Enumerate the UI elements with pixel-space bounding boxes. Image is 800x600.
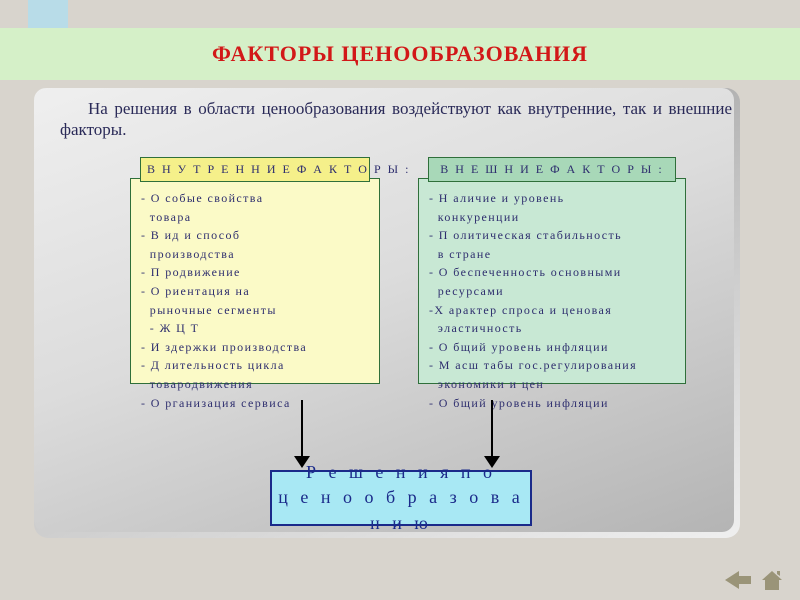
panel-internal-header: В Н У Т Р Е Н Н И Е Ф А К Т О Р Ы : [140, 157, 370, 182]
list-item: конкуренции [429, 208, 675, 227]
list-item: - М асш табы гос.регулирования [429, 356, 675, 375]
list-item: - Д лительность цикла [141, 356, 369, 375]
list-item: - П олитическая стабильность [429, 226, 675, 245]
list-item: - О риентация на [141, 282, 369, 301]
result-line-2: ц е н о о б р а з о в а н и ю [272, 485, 530, 535]
list-item: - О бщий уровень инфляции [429, 394, 675, 413]
list-item: экономики и цен [429, 375, 675, 394]
list-item: ресурсами [429, 282, 675, 301]
list-item: товара [141, 208, 369, 227]
panel-external-factors: В Н Е Ш Н И Е Ф А К Т О Р Ы : - Н аличие… [418, 178, 686, 384]
home-icon [759, 568, 785, 592]
arrow-left-icon [725, 569, 751, 591]
panel-external-body: - Н аличие и уровень конкуренции- П олит… [419, 179, 685, 420]
list-item: товародвижения [141, 375, 369, 394]
panel-internal-factors: В Н У Т Р Е Н Н И Е Ф А К Т О Р Ы : - О … [130, 178, 380, 384]
list-item: - П родвижение [141, 263, 369, 282]
panel-internal-body: - О собые свойства товара- В ид и способ… [131, 179, 379, 420]
list-item: -Х арактер спроса и ценовая [429, 301, 675, 320]
nav-back-button[interactable] [724, 568, 752, 592]
list-item: в стране [429, 245, 675, 264]
list-item: - О собые свойства [141, 189, 369, 208]
title-band: ФАКТОРЫ ЦЕНООБРАЗОВАНИЯ [0, 28, 800, 80]
panel-external-header: В Н Е Ш Н И Е Ф А К Т О Р Ы : [428, 157, 676, 182]
list-item: - Н аличие и уровень [429, 189, 675, 208]
list-item: - О бщий уровень инфляции [429, 338, 675, 357]
result-line-1: Р е ш е н и я п о [306, 460, 496, 485]
top-tab [28, 0, 68, 30]
list-item: рыночные сегменты [141, 301, 369, 320]
result-box: Р е ш е н и я п о ц е н о о б р а з о в … [270, 470, 532, 526]
list-item: - И здержки производства [141, 338, 369, 357]
list-item: производства [141, 245, 369, 264]
list-item: эластичность [429, 319, 675, 338]
page-title: ФАКТОРЫ ЦЕНООБРАЗОВАНИЯ [212, 41, 588, 67]
intro-text: На решения в области ценообразования воз… [60, 98, 732, 141]
list-item: - Ж Ц Т [141, 319, 369, 338]
list-item: - О беспеченность основными [429, 263, 675, 282]
nav-home-button[interactable] [758, 568, 786, 592]
list-item: - О рганизация сервиса [141, 394, 369, 413]
arrow-left [290, 400, 314, 468]
list-item: - В ид и способ [141, 226, 369, 245]
arrow-right [480, 400, 504, 468]
